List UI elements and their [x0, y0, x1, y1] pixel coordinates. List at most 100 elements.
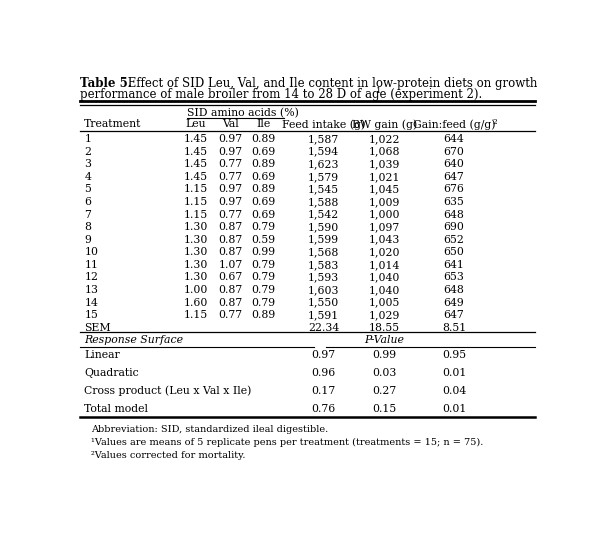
Text: Feed intake (g): Feed intake (g): [282, 119, 365, 129]
Text: 1.30: 1.30: [184, 272, 208, 282]
Text: 1,590: 1,590: [308, 222, 340, 232]
Text: 12: 12: [84, 272, 98, 282]
Text: 1,000: 1,000: [368, 209, 400, 219]
Text: 9: 9: [84, 235, 91, 245]
Text: ¹Values are means of 5 replicate pens per treatment (treatments = 15; n = 75).: ¹Values are means of 5 replicate pens pe…: [91, 438, 484, 447]
Text: 648: 648: [443, 209, 464, 219]
Text: Total model: Total model: [84, 404, 148, 413]
Text: 1,550: 1,550: [308, 297, 340, 307]
Text: 1.45: 1.45: [184, 147, 208, 157]
Text: 670: 670: [443, 147, 464, 157]
Text: 1,040: 1,040: [368, 285, 400, 295]
Text: 0.89: 0.89: [251, 310, 275, 320]
Text: 1,020: 1,020: [368, 247, 400, 257]
Text: 0.01: 0.01: [442, 404, 466, 413]
Text: 0.77: 0.77: [219, 209, 243, 219]
Text: 1,097: 1,097: [368, 222, 400, 232]
Text: 1,623: 1,623: [308, 159, 340, 169]
Text: 0.97: 0.97: [312, 350, 336, 359]
Text: 18.55: 18.55: [368, 323, 400, 333]
Text: 647: 647: [443, 310, 464, 320]
Text: Response Surface: Response Surface: [84, 335, 184, 344]
Text: 635: 635: [443, 197, 464, 207]
Text: 0.15: 0.15: [372, 404, 397, 413]
Text: 648: 648: [443, 285, 464, 295]
Text: 1,591: 1,591: [308, 310, 340, 320]
Text: 0.17: 0.17: [311, 386, 336, 396]
Text: 3: 3: [84, 159, 91, 169]
Text: 1,068: 1,068: [368, 147, 400, 157]
Text: 644: 644: [443, 134, 464, 144]
Text: 1.07: 1.07: [218, 260, 243, 270]
Text: Table 5.: Table 5.: [80, 77, 131, 90]
Text: 6: 6: [84, 197, 91, 207]
Text: 1,005: 1,005: [368, 297, 400, 307]
Text: 1.30: 1.30: [184, 260, 208, 270]
Text: 0.89: 0.89: [251, 159, 275, 169]
Text: 676: 676: [443, 184, 464, 194]
Text: 1,599: 1,599: [308, 235, 340, 245]
Text: ²Values corrected for mortality.: ²Values corrected for mortality.: [91, 451, 246, 460]
Text: Gain:feed (g/g): Gain:feed (g/g): [413, 119, 495, 129]
Text: 8.51: 8.51: [442, 323, 466, 333]
Text: Ile: Ile: [256, 119, 271, 129]
Text: 1,039: 1,039: [368, 159, 400, 169]
Text: 0.59: 0.59: [251, 235, 275, 245]
Text: 0.99: 0.99: [251, 247, 275, 257]
Text: 1,593: 1,593: [308, 272, 340, 282]
Text: 1,029: 1,029: [368, 310, 400, 320]
Text: performance of male broiler from 14 to 28 D of age (experiment 2).: performance of male broiler from 14 to 2…: [80, 88, 482, 102]
Text: 11: 11: [84, 260, 98, 270]
Text: 4: 4: [84, 172, 91, 182]
Text: 640: 640: [443, 159, 464, 169]
Text: 10: 10: [84, 247, 98, 257]
Text: 0.96: 0.96: [311, 368, 336, 378]
Text: 0.87: 0.87: [218, 235, 243, 245]
Text: 0.87: 0.87: [218, 297, 243, 307]
Text: 0.27: 0.27: [372, 386, 397, 396]
Text: 652: 652: [443, 235, 464, 245]
Text: 13: 13: [84, 285, 98, 295]
Text: 1,045: 1,045: [368, 184, 400, 194]
Text: 1,043: 1,043: [368, 235, 400, 245]
Text: 0.79: 0.79: [251, 285, 275, 295]
Text: 2: 2: [492, 118, 497, 126]
Text: 0.97: 0.97: [219, 197, 243, 207]
Text: 1.15: 1.15: [184, 197, 208, 207]
Text: 690: 690: [443, 222, 464, 232]
Text: 1.00: 1.00: [184, 285, 208, 295]
Text: Quadratic: Quadratic: [84, 368, 139, 378]
Text: 649: 649: [443, 297, 464, 307]
Text: Abbreviation: SID, standardized ileal digestible.: Abbreviation: SID, standardized ileal di…: [91, 425, 329, 434]
Text: 1: 1: [376, 86, 382, 95]
Text: 1,587: 1,587: [308, 134, 340, 144]
Text: 0.87: 0.87: [218, 222, 243, 232]
Text: 1,568: 1,568: [308, 247, 340, 257]
Text: 1.30: 1.30: [184, 235, 208, 245]
Text: 0.76: 0.76: [311, 404, 336, 413]
Text: Leu: Leu: [185, 119, 206, 129]
Text: 1.30: 1.30: [184, 247, 208, 257]
Text: SEM: SEM: [84, 323, 111, 333]
Text: 1,603: 1,603: [308, 285, 340, 295]
Text: 1,040: 1,040: [368, 272, 400, 282]
Text: 1: 1: [84, 134, 91, 144]
Text: 0.97: 0.97: [219, 184, 243, 194]
Text: 22.34: 22.34: [308, 323, 340, 333]
Text: 1,542: 1,542: [308, 209, 340, 219]
Text: 1.45: 1.45: [184, 172, 208, 182]
Text: Effect of SID Leu, Val, and Ile content in low-protein diets on growth: Effect of SID Leu, Val, and Ile content …: [124, 77, 538, 90]
Text: 1.15: 1.15: [184, 184, 208, 194]
Text: Linear: Linear: [84, 350, 120, 359]
Text: 0.87: 0.87: [218, 285, 243, 295]
Text: 0.67: 0.67: [218, 272, 243, 282]
Text: 653: 653: [443, 272, 464, 282]
Text: 0.77: 0.77: [219, 159, 243, 169]
Text: 1,014: 1,014: [368, 260, 400, 270]
Text: 0.77: 0.77: [219, 172, 243, 182]
Text: Val: Val: [223, 119, 239, 129]
Text: 0.95: 0.95: [442, 350, 466, 359]
Text: BW gain (g): BW gain (g): [352, 119, 417, 129]
Text: 0.97: 0.97: [219, 134, 243, 144]
Text: 0.79: 0.79: [251, 297, 275, 307]
